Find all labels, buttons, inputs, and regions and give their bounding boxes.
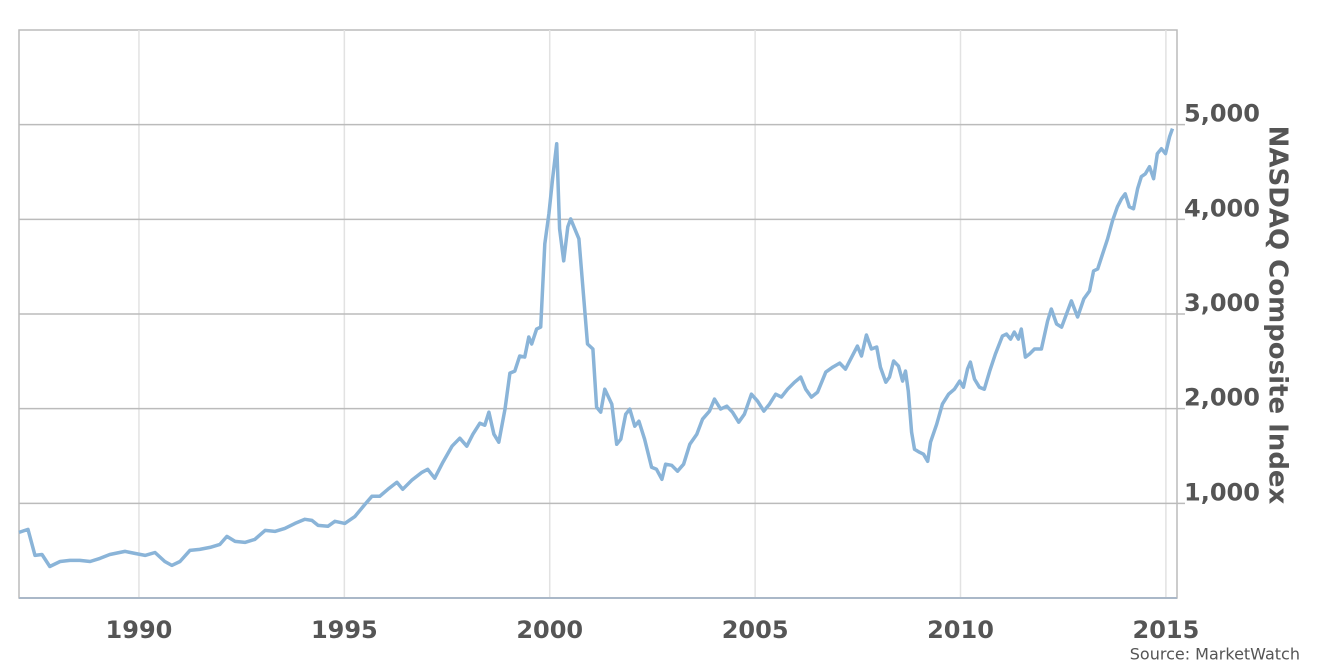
y-tick-label: 1,000 [1184,478,1260,506]
x-tick-label: 2015 [1133,616,1200,644]
y-axis-title: NASDAQ Composite Index [1263,126,1293,505]
y-tick-label: 5,000 [1184,100,1260,128]
x-tick-label: 2005 [722,616,789,644]
x-tick-label: 1995 [311,616,378,644]
x-tick-label: 1990 [106,616,173,644]
y-tick-label: 3,000 [1184,289,1260,317]
data-line [18,128,1175,569]
source: Source: MarketWatch [1130,645,1300,664]
x-tick-label: 2010 [927,616,994,644]
y-tick-label: 2,000 [1184,384,1260,412]
y-tick-label: 4,000 [1184,194,1260,222]
x-tick-label: 2000 [516,616,583,644]
